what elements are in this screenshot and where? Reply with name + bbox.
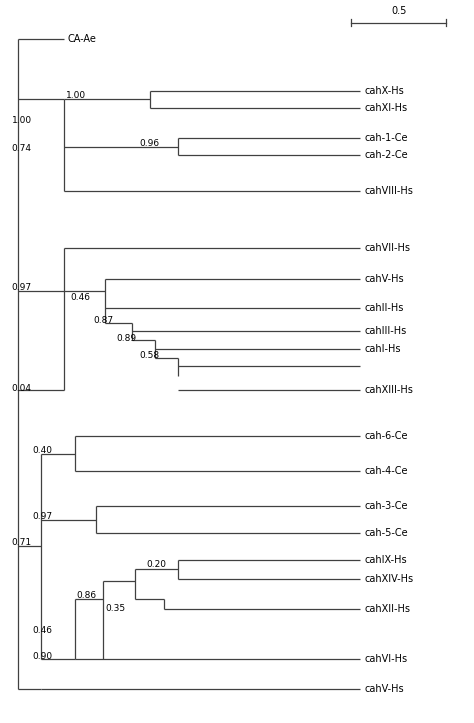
Text: 0.46: 0.46 xyxy=(71,294,91,302)
Text: cah-3-Ce: cah-3-Ce xyxy=(365,501,408,511)
Text: cah-6-Ce: cah-6-Ce xyxy=(365,431,408,441)
Text: cahVIII-Hs: cahVIII-Hs xyxy=(365,187,413,197)
Text: cahIX-Hs: cahIX-Hs xyxy=(365,555,407,565)
Text: cahXI-Hs: cahXI-Hs xyxy=(365,103,408,113)
Text: 0.87: 0.87 xyxy=(93,316,114,325)
Text: cahV-Hs: cahV-Hs xyxy=(365,684,404,694)
Text: cahVII-Hs: cahVII-Hs xyxy=(365,243,410,253)
Text: cah-1-Ce: cah-1-Ce xyxy=(365,133,408,143)
Text: 0.5: 0.5 xyxy=(391,6,406,16)
Text: 0.40: 0.40 xyxy=(32,446,52,455)
Text: 0.86: 0.86 xyxy=(77,591,97,600)
Text: cah-4-Ce: cah-4-Ce xyxy=(365,466,408,476)
Text: 0.20: 0.20 xyxy=(146,560,166,569)
Text: 0.58: 0.58 xyxy=(139,351,159,360)
Text: cahVI-Hs: cahVI-Hs xyxy=(365,654,408,664)
Text: cahIII-Hs: cahIII-Hs xyxy=(365,326,407,336)
Text: 0.90: 0.90 xyxy=(32,652,52,662)
Text: 0.46: 0.46 xyxy=(32,626,52,636)
Text: CA-Ae: CA-Ae xyxy=(68,34,97,44)
Text: cahX-Hs: cahX-Hs xyxy=(365,86,404,96)
Text: 0.96: 0.96 xyxy=(139,139,159,147)
Text: 0.74: 0.74 xyxy=(11,145,32,153)
Text: cahXIII-Hs: cahXIII-Hs xyxy=(365,385,413,395)
Text: cahXIV-Hs: cahXIV-Hs xyxy=(365,574,414,584)
Text: 0.89: 0.89 xyxy=(116,334,137,343)
Text: cahI-Hs: cahI-Hs xyxy=(365,343,401,354)
Text: cah-5-Ce: cah-5-Ce xyxy=(365,528,408,538)
Text: cah-2-Ce: cah-2-Ce xyxy=(365,150,408,161)
Text: cahII-Hs: cahII-Hs xyxy=(365,304,404,313)
Text: 0.97: 0.97 xyxy=(32,512,52,521)
Text: 1.00: 1.00 xyxy=(66,90,86,100)
Text: 0.35: 0.35 xyxy=(105,604,125,612)
Text: 0.04: 0.04 xyxy=(11,384,32,393)
Text: 0.97: 0.97 xyxy=(11,283,32,291)
Text: cahV-Hs: cahV-Hs xyxy=(365,273,404,283)
Text: 1.00: 1.00 xyxy=(11,116,32,125)
Text: cahXII-Hs: cahXII-Hs xyxy=(365,604,410,615)
Text: 0.71: 0.71 xyxy=(11,539,32,547)
